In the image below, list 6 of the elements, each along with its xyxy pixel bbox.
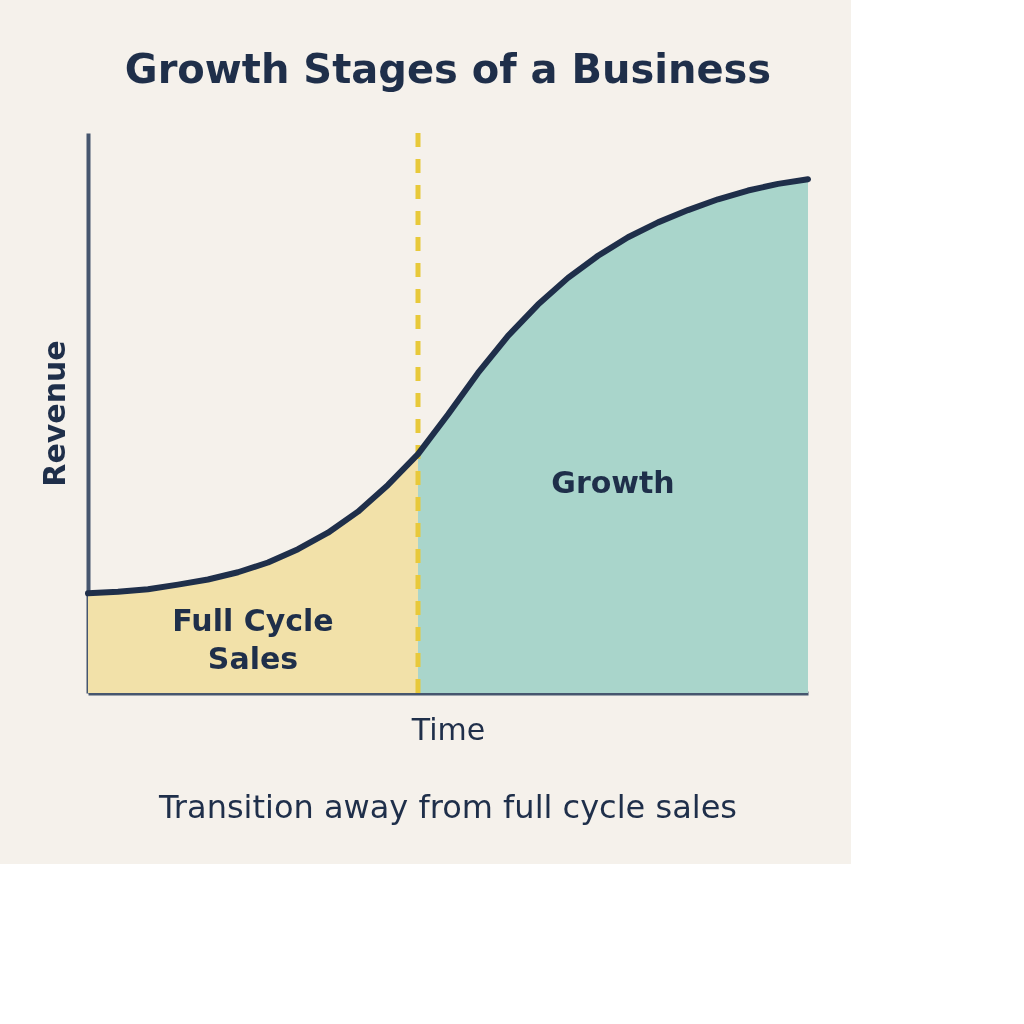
series-label: Growth — [551, 464, 675, 500]
x-axis-title: Time — [410, 711, 486, 747]
chart-title: Growth Stages of a Business — [124, 45, 772, 92]
y-axis-title: Revenue — [36, 340, 72, 487]
text: Transition away from full cycle sales — [158, 788, 737, 826]
series-label: Full Cycle Sales — [172, 602, 334, 676]
